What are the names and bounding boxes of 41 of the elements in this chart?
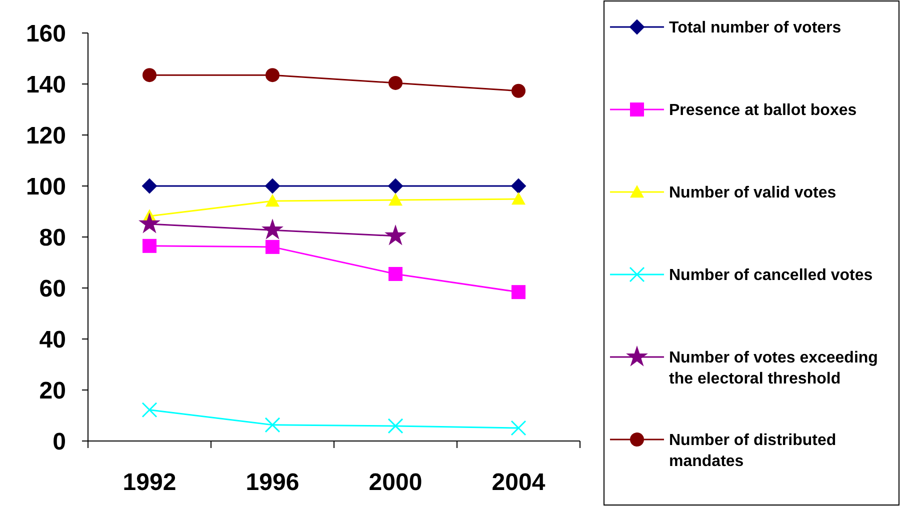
y-tick-label: 80: [39, 224, 66, 252]
point: [388, 418, 404, 434]
point: [512, 285, 526, 300]
point: [388, 266, 402, 281]
y-tick-label: 0: [52, 428, 66, 456]
point: [388, 178, 403, 194]
legend-label: Presence at ballot boxes: [669, 102, 857, 120]
y-tick-label: 20: [39, 377, 66, 404]
point: [140, 214, 160, 233]
point: [388, 193, 402, 206]
point: [142, 68, 156, 82]
y-tick-label: 40: [39, 326, 66, 354]
point: [266, 68, 280, 82]
point: [264, 417, 280, 433]
point: [386, 226, 406, 244]
y-tick-label: 160: [26, 20, 66, 48]
legend-label: Total number of voters: [669, 20, 842, 37]
point: [512, 192, 526, 205]
point: [388, 76, 402, 90]
point: [510, 420, 526, 436]
point: [511, 178, 526, 194]
y-tick-label: 60: [39, 275, 66, 302]
point: [512, 84, 526, 98]
point: [262, 220, 282, 239]
legend-label: Number of distributed mandates: [669, 432, 836, 470]
point: [142, 238, 156, 253]
point: [142, 402, 158, 418]
y-tick-label: 100: [26, 173, 66, 200]
point: [142, 178, 157, 194]
x-tick-label: 2000: [368, 469, 422, 496]
legend-label: Number of valid votes: [669, 184, 836, 202]
y-tick-label: 120: [26, 122, 66, 150]
legend-label: Number of votes exceeding the electoral threshold: [669, 350, 878, 388]
x-tick-label: 1996: [246, 469, 300, 496]
point: [266, 194, 280, 207]
x-tick-label: 1992: [122, 469, 176, 496]
point: [266, 240, 280, 254]
legend-label: Number of cancelled votes: [669, 267, 873, 284]
y-tick-label: 140: [26, 71, 66, 98]
x-tick-label: 2004: [492, 469, 546, 496]
point: [265, 178, 280, 194]
